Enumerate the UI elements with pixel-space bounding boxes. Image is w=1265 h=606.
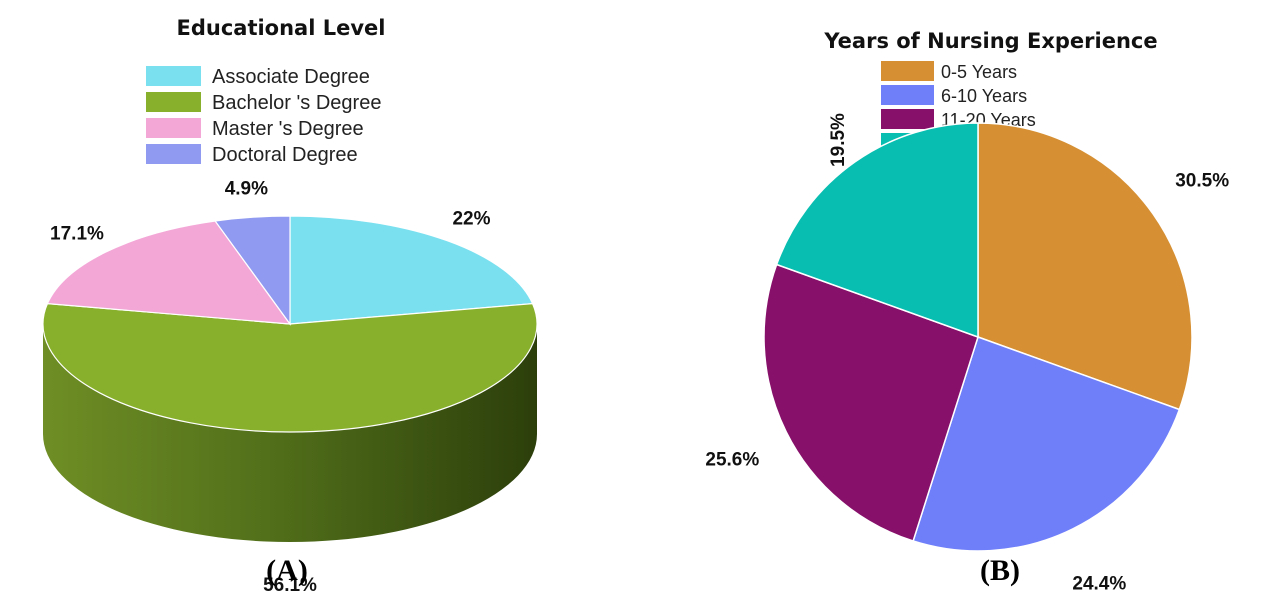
legend-label-master-s-degree: Master 's Degree (212, 118, 364, 140)
legend-swatch-0-5-years (881, 61, 934, 81)
legend-label-6-10-years: 6-10 Years (941, 86, 1027, 106)
pie-slice-associate-degree (289, 215, 534, 325)
chart-b-value-labels: 30.5% 24.4% 25.6% 19.5% (705, 113, 1229, 595)
chart-b-slices (763, 122, 1193, 552)
chart-a-value-labels: 22% 56.1% 17.1% 4.9% (50, 179, 491, 596)
chart-a-legend: Associate Degree Bachelor 's Degree Master… (146, 66, 381, 166)
value-label-doctoral-degree: 4.9% (225, 179, 268, 200)
value-label-master-s-degree: 17.1% (50, 223, 104, 244)
chart-a-slices (42, 215, 538, 433)
chart-b-title: Years of Nursing Experience (823, 29, 1157, 53)
legend-label-0-5-years: 0-5 Years (941, 62, 1017, 82)
legend-swatch-bachelor-s-degree (146, 92, 201, 112)
value-label-associate-degree: 22% (452, 209, 490, 230)
nursing-experience-chart: Years of Nursing Experience 0-5 Years 6-1… (705, 29, 1229, 595)
pie-slice-0-5-years (977, 122, 1193, 411)
legend-swatch-6-10-years (881, 85, 934, 105)
legend-label-bachelor-s-degree: Bachelor 's Degree (212, 92, 381, 114)
pie-slice-master-s-degree (46, 220, 292, 325)
legend-swatch-master-s-degree (146, 118, 201, 138)
pie-slice-21-years (775, 122, 979, 339)
legend-swatch-doctoral-degree (146, 144, 201, 164)
chart-b-panel-label: (B) (980, 554, 1020, 587)
chart-a-title: Educational Level (177, 16, 386, 40)
pie-side-bachelors-degree (43, 324, 537, 542)
pie-slice-11-20-years (763, 263, 979, 542)
chart-a-panel-label: (A) (266, 554, 308, 587)
legend-label-doctoral-degree: Doctoral Degree (212, 144, 358, 166)
value-label-11-20-years: 25.6% (705, 449, 759, 470)
value-label-6-10-years: 24.4% (1072, 574, 1126, 595)
educational-level-chart: Educational Level Associate Degree Bachel… (42, 16, 538, 596)
pie-slice-doctoral-degree (214, 215, 291, 326)
legend-swatch-11-20-years (881, 109, 934, 129)
legend-label-associate-degree: Associate Degree (212, 66, 370, 88)
value-label-21-years: 19.5% (828, 113, 849, 167)
chart-a-pie-side (43, 324, 537, 542)
pie-slice-6-10-years (912, 336, 1181, 552)
value-label-0-5-years: 30.5% (1175, 170, 1229, 191)
value-label-bachelor-s-degree: 56.1% (263, 575, 317, 596)
pie-slice-bachelor-s-degree (42, 302, 538, 433)
legend-swatch-associate-degree (146, 66, 201, 86)
